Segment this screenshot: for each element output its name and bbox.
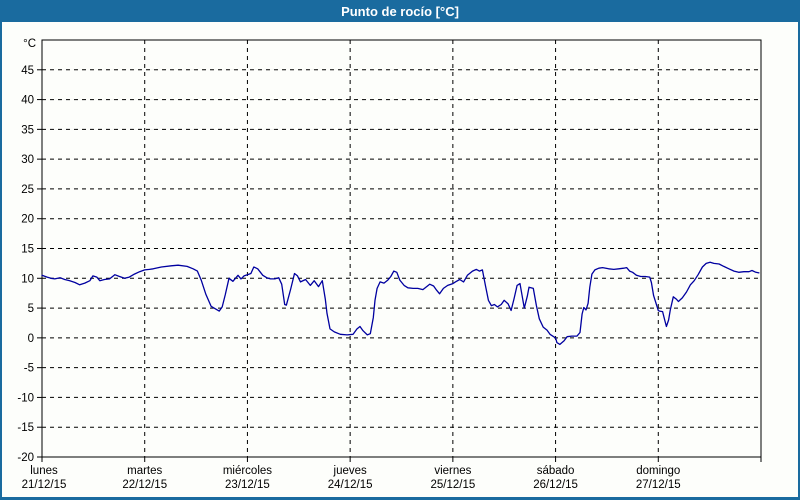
x-day-label: viernes — [434, 465, 471, 477]
y-tick-label: 0 — [28, 333, 34, 345]
y-axis-unit-label: °C — [23, 38, 36, 50]
y-tick-label: 10 — [21, 273, 34, 285]
y-tick-label: -15 — [17, 422, 34, 434]
x-date-label: 21/12/15 — [22, 479, 67, 491]
axes — [37, 39, 762, 462]
y-tick-label: -20 — [17, 452, 34, 464]
x-date-label: 25/12/15 — [430, 479, 475, 491]
window-title-bar: Punto de rocío [°C] — [2, 0, 798, 22]
x-day-label: lunes — [30, 465, 58, 477]
y-tick-label: 45 — [21, 65, 34, 77]
y-tick-label: 5 — [28, 303, 34, 315]
x-day-label: miércoles — [223, 465, 272, 477]
plot-area — [42, 40, 761, 457]
y-tick-label: -5 — [24, 363, 34, 375]
y-tick-label: 35 — [21, 124, 34, 136]
x-day-label: sábado — [537, 465, 575, 477]
y-axis-labels: -20 -15 -10 -5 0 5 10 15 20 25 30 35 40 45 °C — [17, 38, 36, 464]
x-day-label: jueves — [333, 465, 367, 477]
x-date-label: 22/12/15 — [122, 479, 167, 491]
window-title: Punto de rocío [°C] — [341, 3, 459, 19]
y-tick-label: 25 — [21, 184, 34, 196]
x-day-label: martes — [127, 465, 162, 477]
y-tick-label: -10 — [17, 392, 34, 404]
x-date-label: 27/12/15 — [636, 479, 681, 491]
y-tick-label: 30 — [21, 154, 34, 166]
x-date-label: 23/12/15 — [225, 479, 270, 491]
grid-lines — [42, 40, 761, 457]
y-tick-label: 20 — [21, 214, 34, 226]
y-tick-label: 15 — [21, 244, 34, 256]
x-day-label: domingo — [636, 465, 680, 477]
x-date-label: 24/12/15 — [328, 479, 373, 491]
dew-point-series-line — [41, 261, 760, 346]
x-axis-labels: lunes 21/12/15 martes 22/12/15 miércoles 23/1… — [22, 465, 681, 491]
y-tick-label: 40 — [21, 95, 34, 107]
x-date-label: 26/12/15 — [533, 479, 578, 491]
